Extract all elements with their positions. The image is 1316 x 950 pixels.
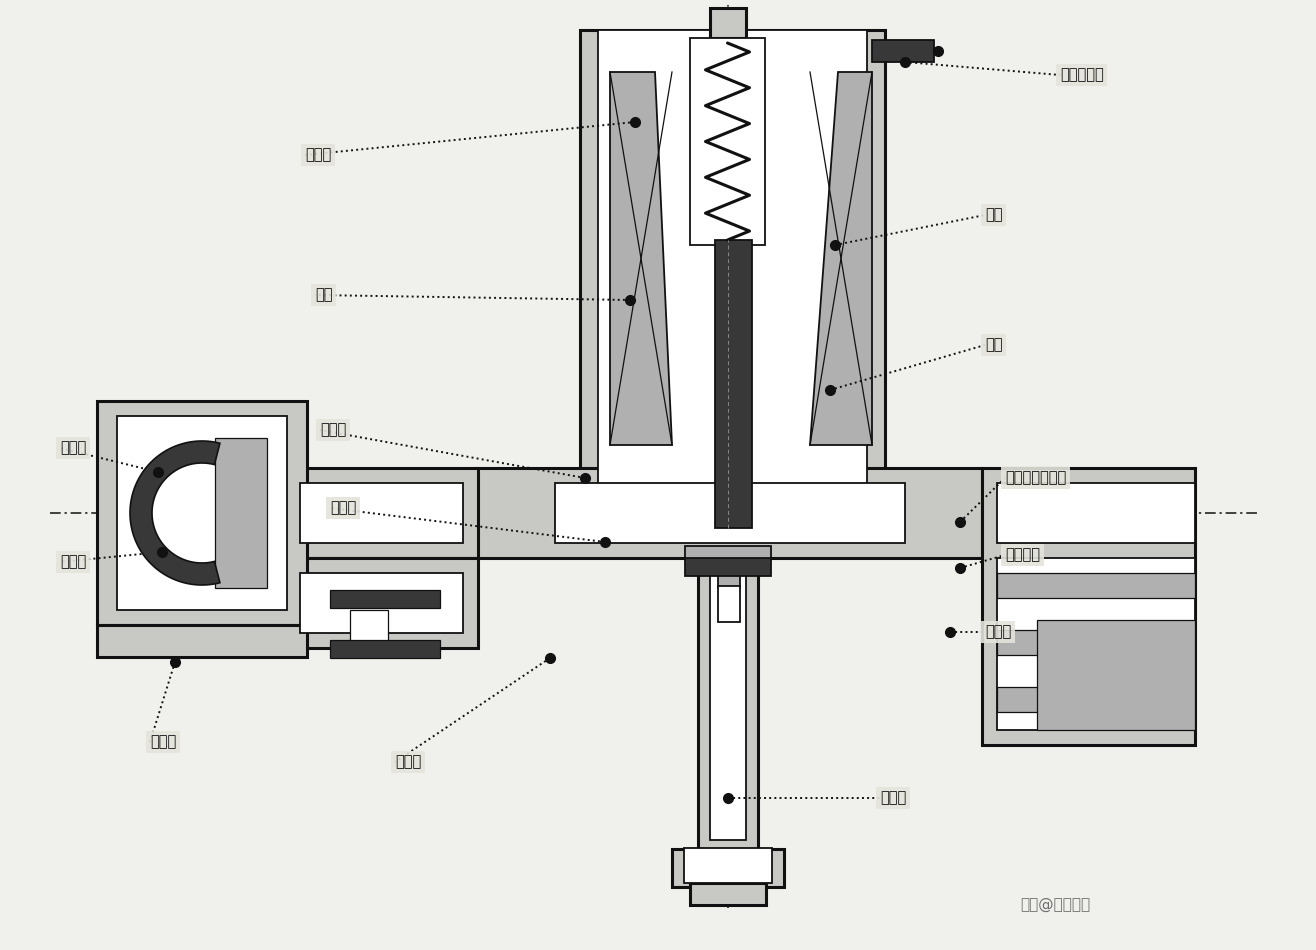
Bar [998, 573, 1195, 598]
Text: 泄气孔: 泄气孔 [984, 624, 1011, 639]
Text: 进水口: 进水口 [61, 441, 87, 455]
Bar [719, 586, 740, 622]
Text: 头条@维修人家: 头条@维修人家 [1020, 898, 1090, 913]
Bar [711, 8, 746, 38]
Text: 铁心: 铁心 [984, 337, 1003, 352]
Text: 加压孔: 加压孔 [330, 501, 357, 516]
Bar [998, 630, 1195, 655]
Bar [715, 240, 751, 528]
Bar [286, 468, 478, 558]
Bar [300, 483, 463, 543]
Text: 线圈: 线圈 [315, 288, 333, 302]
Text: 橡胶阀和塑料盘: 橡胶阀和塑料盘 [1005, 470, 1066, 485]
Bar [697, 558, 758, 850]
Bar [690, 883, 766, 905]
Bar [998, 687, 1195, 712]
Bar [597, 30, 867, 497]
Bar [684, 848, 772, 883]
Text: 出水口: 出水口 [880, 790, 907, 806]
Bar [690, 38, 765, 245]
Bar [998, 558, 1195, 730]
Text: 小弹簧: 小弹簧 [305, 147, 332, 162]
Polygon shape [130, 441, 220, 585]
Text: 塑料鄀座: 塑料鄀座 [1005, 547, 1040, 562]
Text: 线圈供电端: 线圈供电端 [1059, 67, 1104, 83]
Bar [873, 40, 934, 62]
Bar [719, 556, 740, 588]
Bar [686, 558, 771, 576]
Bar [300, 573, 463, 633]
Bar [350, 610, 388, 648]
Bar [672, 849, 784, 887]
Polygon shape [611, 72, 672, 445]
Text: 控制腔: 控制腔 [320, 423, 346, 438]
Bar [686, 546, 771, 560]
Bar [330, 590, 440, 608]
Bar [215, 438, 267, 588]
Bar [97, 625, 307, 657]
Bar [982, 468, 1195, 745]
Bar [555, 483, 905, 543]
Bar [97, 401, 307, 625]
Bar [475, 468, 982, 558]
Bar [117, 416, 287, 610]
Text: 过滤网: 过滤网 [61, 555, 87, 569]
Bar [330, 640, 440, 658]
Bar [286, 558, 478, 648]
Text: 进水腔: 进水腔 [395, 754, 421, 770]
Bar [711, 563, 746, 840]
Text: 进水鄀: 进水鄀 [150, 734, 176, 750]
Bar [998, 483, 1195, 543]
Bar [1037, 620, 1195, 730]
Polygon shape [811, 72, 873, 445]
Bar [580, 30, 884, 515]
Text: 滑道: 滑道 [984, 207, 1003, 222]
